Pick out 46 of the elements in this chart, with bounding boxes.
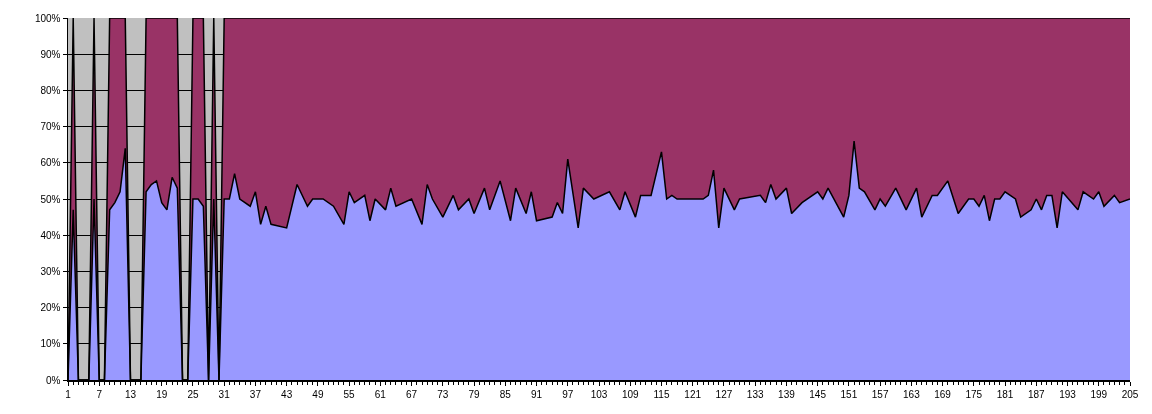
- x-tick-label: 37: [249, 388, 262, 400]
- x-tick-label: 61: [374, 388, 387, 400]
- x-tick-label: 133: [746, 388, 764, 400]
- y-tick-label: 60%: [40, 157, 61, 169]
- x-tick-label: 67: [406, 388, 418, 400]
- x-tick-label: 169: [934, 388, 952, 400]
- y-tick-label: 80%: [40, 84, 61, 96]
- x-tick-label: 55: [343, 388, 356, 400]
- x-tick-label: 109: [621, 388, 640, 400]
- x-tick-label: 205: [1121, 388, 1139, 400]
- x-tick-label: 31: [218, 388, 231, 400]
- x-tick-label: 73: [437, 388, 449, 400]
- x-tick-label: 79: [468, 388, 481, 400]
- x-tick-label: 181: [996, 388, 1014, 400]
- x-tick-label: 19: [156, 388, 168, 400]
- y-tick-label: 30%: [40, 265, 61, 277]
- y-tick-label: 70%: [40, 121, 61, 133]
- x-tick-label: 25: [187, 388, 199, 400]
- x-tick-label: 163: [903, 388, 921, 400]
- x-tick-label: 157: [871, 388, 889, 400]
- x-tick-label: 103: [590, 388, 608, 400]
- y-tick-label: 10%: [40, 338, 61, 350]
- x-tick-label: 49: [312, 388, 324, 400]
- x-tick-label: 13: [124, 388, 137, 400]
- x-tick-label: 1: [65, 388, 72, 400]
- x-tick-label: 7: [96, 388, 103, 400]
- x-tick-label: 85: [499, 388, 512, 400]
- x-tick-label: 193: [1059, 388, 1077, 400]
- x-tick-label: 199: [1090, 388, 1108, 400]
- x-tick-label: 91: [530, 388, 543, 400]
- x-tick-label: 175: [965, 388, 983, 400]
- y-tick-label: 50%: [40, 193, 61, 205]
- x-tick-label: 151: [840, 388, 858, 400]
- x-tick-label: 145: [809, 388, 827, 400]
- y-tick-label: 20%: [40, 302, 61, 314]
- x-tick-label: 139: [778, 388, 796, 400]
- x-tick-label: 97: [562, 388, 574, 400]
- x-tick-label: 187: [1027, 388, 1046, 400]
- x-tick-label: 121: [684, 388, 702, 400]
- x-tick-label: 43: [281, 388, 293, 400]
- y-tick-label: 100%: [34, 12, 61, 24]
- x-tick-label: 115: [653, 388, 670, 400]
- y-tick-label: 0%: [46, 374, 61, 386]
- y-tick-label: 90%: [40, 48, 61, 60]
- y-tick-label: 40%: [40, 229, 61, 241]
- x-tick-label: 127: [715, 388, 733, 400]
